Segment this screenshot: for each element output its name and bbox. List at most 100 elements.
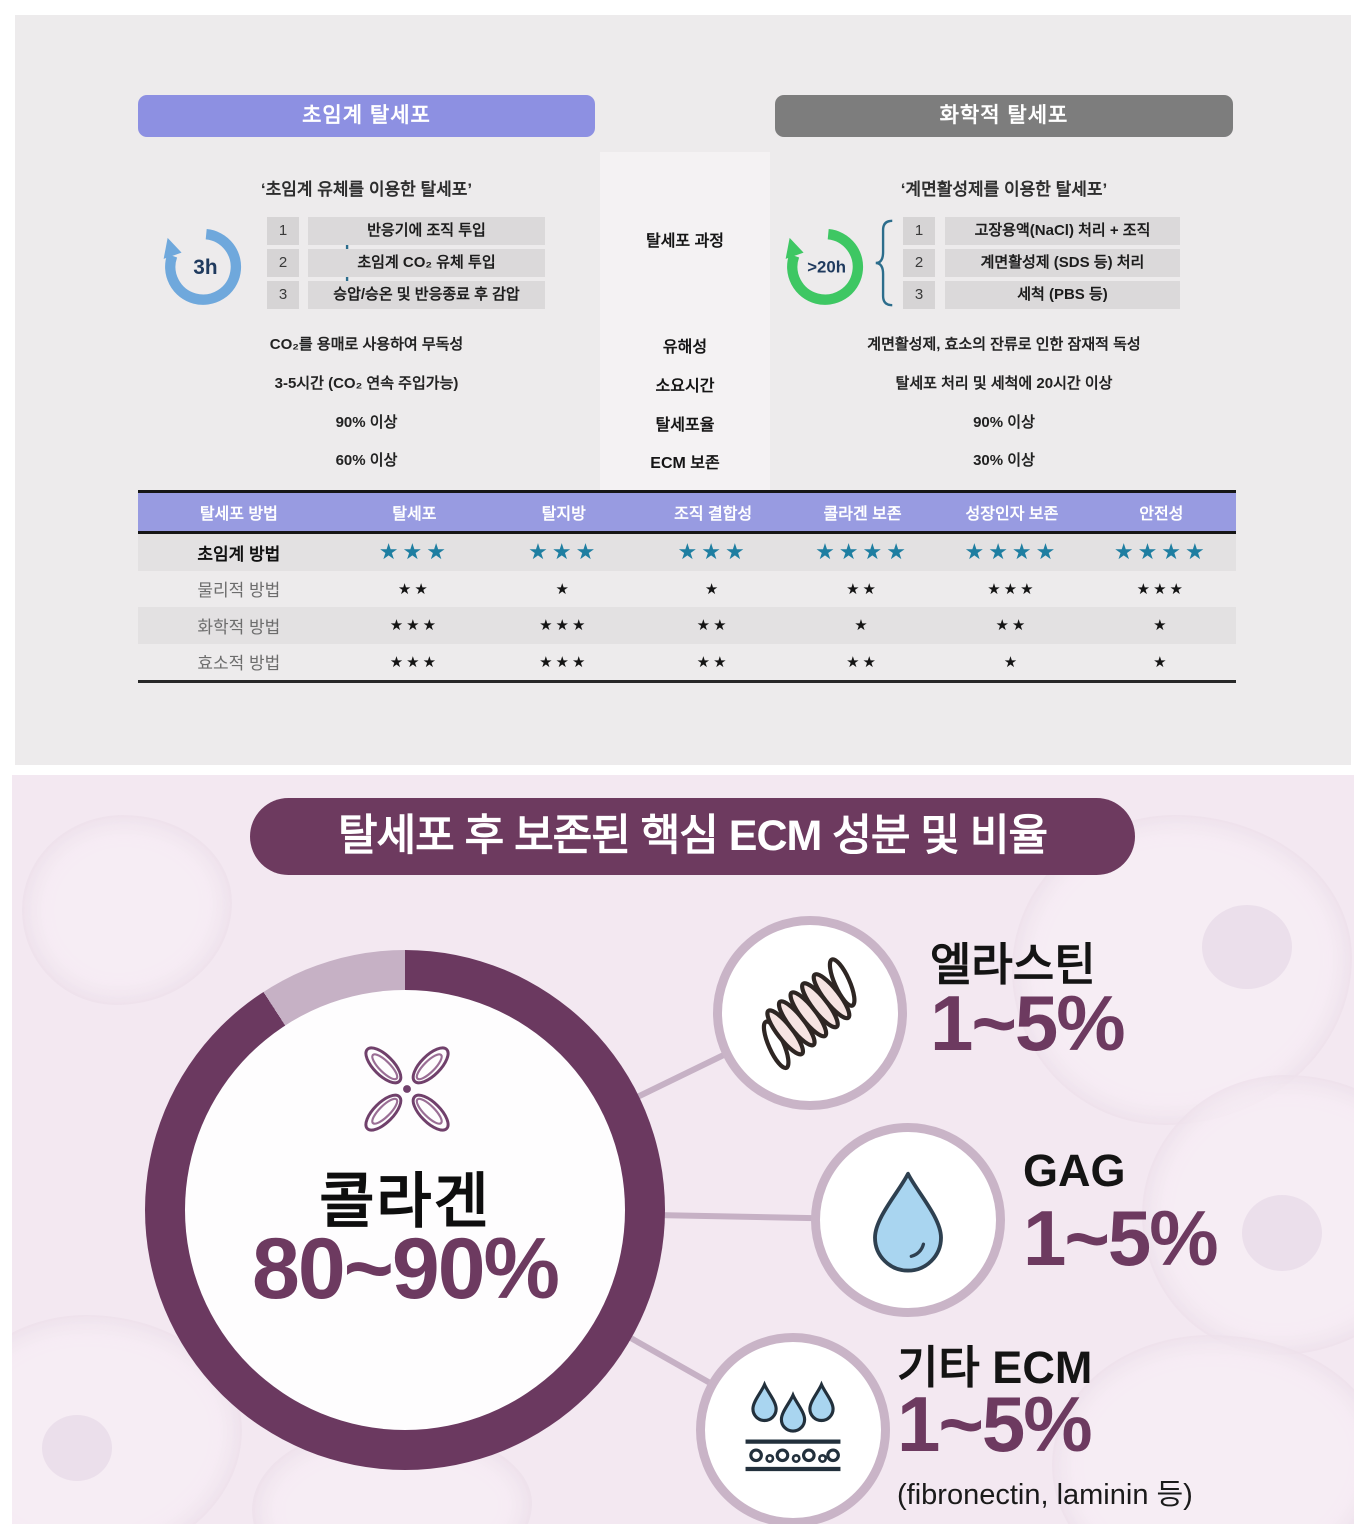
value-text: 계면활성제, 효소의 잔류로 인한 잠재적 독성 (867, 336, 1141, 353)
other-ecm-percentage: 1~5% (897, 1380, 1093, 1468)
value-text: 90% 이상 (973, 414, 1035, 431)
star-rating: ★★ (696, 617, 730, 635)
middle-criteria-strip (600, 152, 770, 490)
star-rating: ★ (1003, 653, 1021, 671)
star-rating: ★★ (696, 653, 730, 671)
star-rating: ★★★ (1136, 580, 1186, 598)
cycle-time-right: >20h (807, 258, 846, 277)
step-number: 2 (903, 249, 935, 277)
cell-nucleus (1242, 1195, 1322, 1271)
criteria-label: 소요시간 (655, 378, 715, 395)
star-rating: ★ (1153, 617, 1170, 635)
collagen-label: 콜라겐 (319, 1168, 491, 1235)
star-rating: ★ (704, 580, 722, 598)
star-rating: ★★★ (677, 539, 749, 565)
step-text: 고장용액(NaCl) 처리 + 조직 (945, 217, 1180, 245)
chemical-header: 화학적 탈세포 (775, 95, 1233, 137)
step-text: 승압/승온 및 반응종료 후 감압 (308, 281, 545, 309)
cell-nucleus (42, 1415, 112, 1481)
row-label: 초임계 방법 (197, 544, 281, 564)
star-rating: ★ (854, 617, 871, 635)
step-text: 계면활성제 (SDS 등) 처리 (945, 249, 1180, 277)
water-drop-icon (873, 1171, 943, 1273)
step-text: 반응기에 조직 투입 (308, 217, 545, 245)
other-ecm-circle (696, 1333, 890, 1524)
star-rating: ★★★ (528, 539, 600, 565)
other-ecm-label: 기타 ECM (897, 1342, 1093, 1393)
chemical-subtitle: ‘계면활성제를 이용한 탈세포’ (900, 180, 1108, 199)
elastin-percentage: 1~5% (930, 979, 1126, 1067)
value-text: 90% 이상 (335, 414, 398, 431)
criteria-label: ECM 보존 (650, 455, 720, 472)
column-header: 탈세포 (392, 506, 437, 523)
donut-inner-circle: 콜라겐 80~90% (185, 990, 625, 1430)
table-row: 화학적 방법 ★★★ ★★★ ★★ ★ ★★ ★ (138, 607, 1236, 644)
supercritical-subtitle: ‘초임계 유체를 이용한 탈세포’ (260, 180, 473, 199)
cell-nucleus (1202, 905, 1292, 989)
criteria-label: 탈세포 과정 (645, 233, 725, 250)
star-rating: ★★★ (389, 617, 440, 635)
elastin-label: 엘라스틴 (930, 939, 1096, 990)
star-rating: ★★★ (539, 617, 589, 635)
star-rating: ★ (555, 580, 572, 598)
gag-percentage: 1~5% (1023, 1194, 1219, 1282)
column-header: 탈지방 (541, 506, 586, 523)
elastin-spring-icon (761, 957, 857, 1071)
ecm-composition-panel: 탈세포 후 보존된 핵심 ECM 성분 및 비율 (12, 775, 1354, 1524)
value-text: 60% 이상 (335, 452, 398, 469)
gag-circle (811, 1123, 1005, 1317)
row-label: 효소적 방법 (197, 654, 281, 674)
criteria-label: 탈세포율 (655, 417, 715, 434)
cycle-arrow-icon: >20h (785, 229, 864, 305)
table-row: 초임계 방법 ★★★ ★★★ ★★★ ★★★★ ★★★★ ★★★★ (138, 534, 1236, 571)
step-number: 2 (267, 249, 299, 277)
gag-label: GAG (1023, 1145, 1126, 1196)
column-header: 탈세포 방법 (199, 506, 278, 523)
step-number: 1 (267, 217, 299, 245)
step-number: 1 (903, 217, 935, 245)
step-text: 초임계 CO₂ 유체 투입 (308, 249, 545, 277)
cycle-arrow-icon: 3h (163, 229, 242, 305)
star-rating: ★★★ (539, 653, 589, 671)
star-rating: ★★★★ (964, 539, 1060, 565)
brace-icon (875, 219, 893, 307)
column-header: 안전성 (1139, 506, 1184, 523)
column-header: 조직 결합성 (674, 506, 753, 523)
step-number: 3 (267, 281, 299, 309)
cell-blob (22, 815, 232, 1005)
collagen-donut-chart: 콜라겐 80~90% (145, 950, 665, 1470)
star-rating: ★★ (397, 580, 431, 598)
table-row: 효소적 방법 ★★★ ★★★ ★★ ★★ ★ ★ (138, 643, 1236, 680)
row-label: 화학적 방법 (197, 617, 281, 637)
column-header: 성장인자 보존 (965, 506, 1059, 523)
table-row: 물리적 방법 ★★ ★ ★ ★★ ★★★ ★★★ (138, 570, 1236, 607)
star-rating: ★ (1153, 653, 1170, 671)
comparison-table-rows: 초임계 방법 ★★★ ★★★ ★★★ ★★★★ ★★★★ ★★★★ 물리적 방법 ★★ ★ ★ ★★ ★… (138, 534, 1236, 680)
star-rating: ★★★ (987, 580, 1037, 598)
criteria-label: 유해성 (662, 339, 708, 356)
elastin-circle (713, 916, 907, 1110)
cycle-time-left: 3h (193, 256, 217, 279)
value-text: 30% 이상 (973, 452, 1035, 469)
step-number: 3 (903, 281, 935, 309)
star-rating: ★★ (995, 617, 1029, 635)
step-text: 세척 (PBS 등) (945, 281, 1180, 309)
table-header-row: 탈세포 방법 탈세포 탈지방 조직 결합성 콜라겐 보존 성장인자 보존 안전성 (138, 490, 1236, 534)
value-text: 3-5시간 (CO₂ 연속 주입가능) (274, 375, 459, 392)
star-rating: ★★★★ (1113, 539, 1209, 565)
collagen-percentage: 80~90% (251, 1221, 560, 1317)
value-text: CO₂를 용매로 사용하여 무독성 (269, 336, 464, 353)
star-rating: ★★★ (389, 653, 440, 671)
method-comparison-panel: 초임계 탈세포 화학적 탈세포 ‘초임계 유체를 이용한 탈세포’ ‘계면활성제… (15, 15, 1351, 765)
star-rating: ★★★ (378, 539, 450, 565)
membrane-drops-icon (745, 1380, 841, 1472)
value-text: 탈세포 처리 및 세척에 20시간 이상 (895, 375, 1113, 392)
column-header: 콜라겐 보존 (823, 506, 902, 523)
comparison-table: 탈세포 방법 탈세포 탈지방 조직 결합성 콜라겐 보존 성장인자 보존 안전성… (138, 490, 1236, 683)
star-rating: ★★★★ (815, 539, 910, 565)
other-ecm-note: (fibronectin, laminin 등) (897, 1479, 1193, 1511)
collagen-fiber-icon (364, 1046, 450, 1132)
supercritical-header: 초임계 탈세포 (138, 95, 595, 137)
star-rating: ★★ (846, 653, 879, 671)
